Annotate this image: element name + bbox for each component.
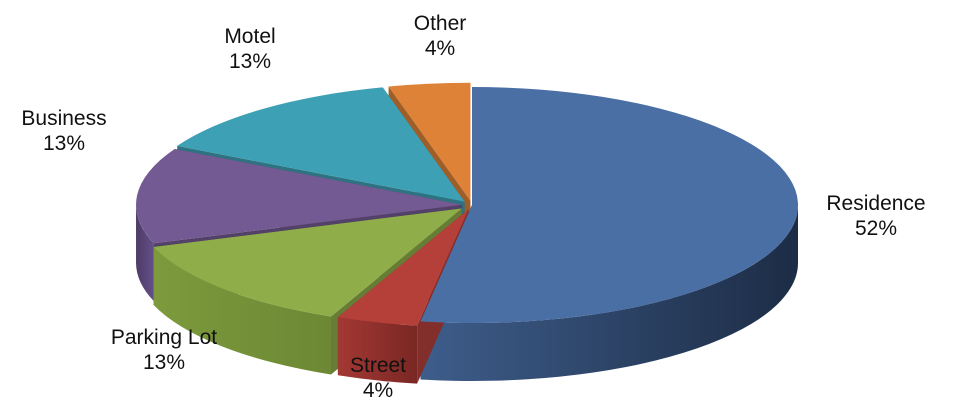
value-label-residence: 52% [855,217,897,240]
pie-slice-wall-residence [420,205,798,381]
category-label-parking-lot: Parking Lot [111,326,217,349]
value-label-other: 4% [425,37,455,60]
pie-slice-other [388,82,471,201]
pie-slice-wall-street [337,317,418,384]
pie-slice-residence [420,87,798,323]
data-label-business: Business 13% [21,107,106,155]
data-label-other: Other 4% [414,12,467,60]
pie-slice-wall-parking-lot [153,247,332,375]
value-label-motel: 13% [229,50,271,73]
pie-slice-street [337,209,469,326]
value-label-street: 4% [363,379,393,402]
category-label-motel: Motel [224,25,275,48]
category-label-street: Street [350,354,406,377]
value-label-parking-lot: 13% [143,351,185,374]
pie-slice-wall-business [136,204,154,302]
pie-labels: Residence 52%Street 4%Parking Lot 13%Busine… [21,12,925,402]
value-label-business: 13% [43,132,85,155]
data-label-parking-lot: Parking Lot 13% [111,326,217,374]
data-label-street: Street 4% [350,354,406,402]
data-label-motel: Motel 13% [224,25,275,73]
category-label-residence: Residence [826,192,925,215]
pie-slices [136,82,798,384]
pie-slice-motel [177,87,465,202]
pie-slice-parking-lot [153,208,462,317]
data-label-residence: Residence 52% [826,192,925,240]
pie-slice-business [136,148,463,244]
category-label-other: Other [414,12,467,35]
category-label-business: Business [21,107,106,130]
